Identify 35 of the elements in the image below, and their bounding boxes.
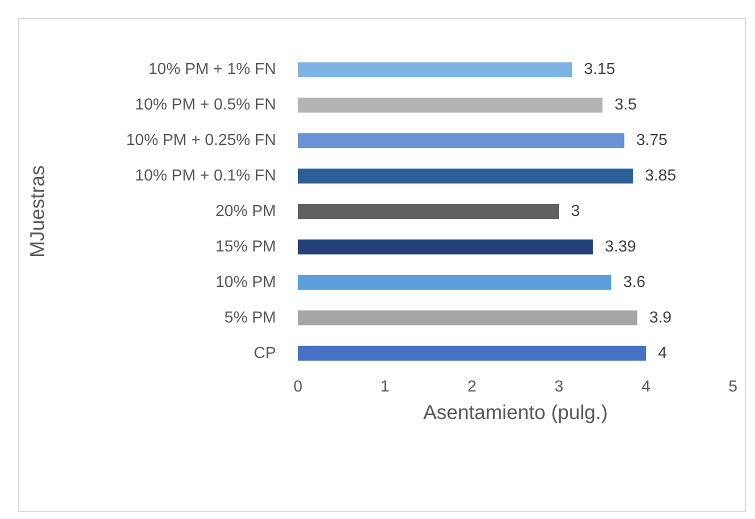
- x-axis-title: Asentamiento (pulg.): [423, 402, 608, 424]
- bar: [298, 204, 559, 219]
- y-tick-label: 10% PM + 1% FN: [148, 61, 276, 78]
- bar: [298, 346, 646, 361]
- y-axis-title: MJuestras: [27, 165, 49, 258]
- data-label: 3: [571, 203, 580, 220]
- x-tick-label: 3: [554, 378, 564, 396]
- bar: [298, 62, 572, 78]
- y-tick-label: 5% PM: [224, 309, 276, 326]
- data-label: 3.15: [584, 61, 616, 78]
- x-tick-label: 0: [294, 378, 303, 396]
- y-tick-label: 10% PM + 0.25% FN: [126, 132, 276, 150]
- data-label: 3.5: [614, 96, 637, 114]
- y-tick-label: 15% PM: [216, 238, 276, 256]
- data-label: 3.9: [649, 309, 672, 326]
- x-tick-label: 1: [380, 378, 390, 396]
- x-tick-label: 5: [728, 378, 738, 396]
- bar: [298, 98, 602, 113]
- data-label: 3.39: [604, 238, 636, 256]
- bar: [298, 310, 638, 326]
- x-tick-label: 2: [468, 378, 477, 396]
- bar: [298, 240, 593, 254]
- y-tick-label: 20% PM: [216, 203, 276, 220]
- data-label: 3.75: [636, 132, 668, 150]
- y-tick-label: 10% PM: [216, 274, 276, 291]
- y-tick-label: CP: [254, 344, 276, 362]
- data-label: 4: [658, 344, 667, 362]
- bar: [298, 133, 624, 148]
- data-label: 3.85: [644, 168, 676, 185]
- data-label: 3.6: [623, 274, 646, 291]
- y-tick-label: 10% PM + 0.5% FN: [135, 96, 276, 114]
- bar: [298, 274, 612, 290]
- x-tick-label: 4: [642, 378, 651, 396]
- bar: [298, 168, 633, 184]
- y-tick-label: 10% PM + 0.1% FN: [135, 168, 276, 185]
